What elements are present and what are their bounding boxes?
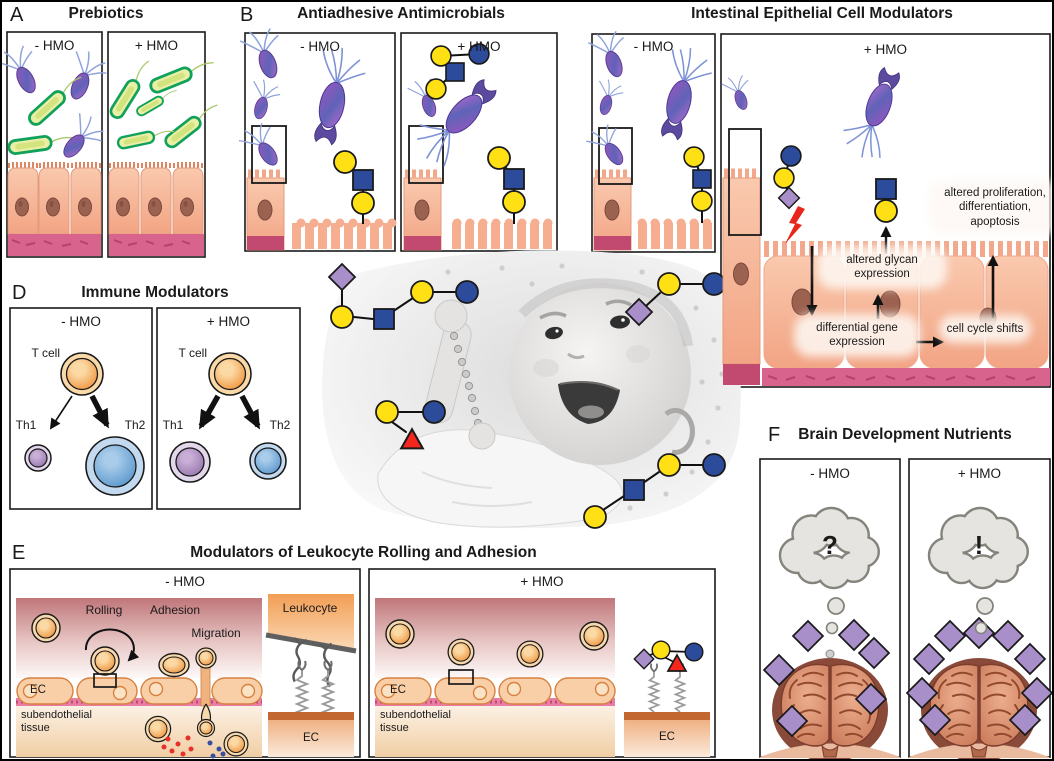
th1-cell: [24, 444, 52, 472]
minus-hmo-label: - HMO: [633, 39, 674, 54]
chemokine-blue-dots: [207, 740, 226, 759]
plus-hmo-label: + HMO: [206, 314, 251, 329]
panel-b-letter: B: [240, 4, 254, 26]
minus-hmo-label: - HMO: [61, 314, 101, 329]
panel-f-letter: F: [768, 424, 781, 446]
subendothelial-tissue-label: subendothelial tissue: [380, 709, 451, 735]
panel-c-title: Intestinal Epithelial Cell Modulators: [691, 5, 953, 22]
zoom-inset-box: [251, 125, 287, 184]
minus-hmo-label: - HMO: [165, 574, 205, 589]
panel-a-art: [2, 39, 223, 256]
signal-flash-icon: [785, 206, 805, 244]
annotation-glycan-expression: altered glycan expression: [824, 253, 940, 282]
migrating-leukocyte: [195, 647, 217, 738]
panel-f-title: Brain Development Nutrients: [798, 426, 1012, 443]
th2-label: Th2: [124, 418, 146, 432]
rolling-arrow: [84, 628, 140, 662]
rolling-label: Rolling: [85, 603, 123, 617]
t-cell: [208, 352, 252, 396]
plus-hmo-label: + HMO: [957, 466, 1002, 481]
ec-label: EC: [390, 684, 406, 696]
panel-b-art: [235, 22, 556, 251]
panel-d-art: [24, 352, 287, 496]
selectin-closeup: [265, 594, 357, 757]
panel-e-art: [16, 594, 710, 759]
zoom-inset-box: [93, 673, 117, 688]
annotation-cell-cycle: cell cycle shifts: [946, 322, 1024, 337]
th2-label: Th2: [269, 418, 291, 432]
subendothelial-tissue-label: subendothelial tissue: [21, 709, 92, 735]
epithelium: [7, 161, 204, 256]
annotation-proliferation: altered proliferation, differentiation, …: [935, 186, 1052, 230]
t-cell: [60, 352, 104, 396]
endothelial-cells: [374, 677, 616, 705]
baby-photo: [322, 250, 741, 529]
plus-hmo-label: + HMO: [520, 574, 564, 589]
panel-c-art: [583, 25, 1050, 386]
hmo-glycan-structures: [328, 263, 726, 529]
plus-hmo-label: + HMO: [134, 38, 179, 53]
th2-cell: [85, 436, 145, 496]
th1-label: Th1: [15, 418, 37, 432]
th2-cell: [249, 442, 287, 480]
zoom-inset-box: [448, 669, 474, 685]
panel-e-title: Modulators of Leukocyte Rolling and Adhe…: [190, 544, 537, 561]
adhesion-label: Adhesion: [149, 603, 201, 617]
panel-a-title: Prebiotics: [68, 5, 144, 22]
ec-label: EC: [659, 731, 675, 743]
panel-a-letter: A: [10, 4, 24, 26]
zoom-inset-box: [598, 127, 633, 185]
magnified-cell: [593, 169, 632, 251]
th1-cell: [169, 441, 211, 483]
annotation-gene-expression: differential gene expression: [801, 321, 913, 350]
plus-hmo-label: + HMO: [457, 39, 501, 54]
chemokine-red-dots: [161, 735, 194, 757]
leukocyte-label: Leukocyte: [282, 601, 338, 615]
question-mark: ?: [822, 530, 838, 560]
endothelial-cells: [16, 677, 263, 705]
minus-hmo-label: - HMO: [810, 466, 850, 481]
panel-f-art: [760, 506, 1052, 759]
minus-hmo-label: - HMO: [300, 39, 340, 54]
panel-d-letter: D: [12, 282, 27, 304]
zoom-inset-box: [728, 128, 762, 236]
migration-label: Migration: [191, 626, 241, 640]
panel-b-title: Antiadhesive Antimicrobials: [297, 5, 505, 22]
selectin-blocked-closeup: [624, 640, 710, 757]
magnified-cell: [246, 169, 285, 251]
th1-label: Th1: [162, 418, 184, 432]
plus-hmo-label: + HMO: [863, 42, 908, 57]
t-cell-label: T cell: [178, 346, 207, 360]
bead-chain: [449, 331, 483, 428]
brain: [909, 658, 1049, 759]
brain: [760, 649, 900, 759]
magnified-cell: [403, 169, 442, 251]
panel-d-title: Immune Modulators: [81, 284, 229, 301]
exclamation-mark: !: [974, 530, 984, 560]
ec-label: EC: [303, 732, 319, 744]
process-arrows: [806, 246, 999, 348]
minus-hmo-label: - HMO: [34, 38, 75, 53]
blanket-dots: [445, 263, 725, 519]
adhering-leukocyte: [158, 652, 190, 678]
panel-e-letter: E: [12, 542, 26, 564]
ec-label: EC: [30, 684, 46, 696]
t-cell-label: T cell: [31, 346, 60, 360]
